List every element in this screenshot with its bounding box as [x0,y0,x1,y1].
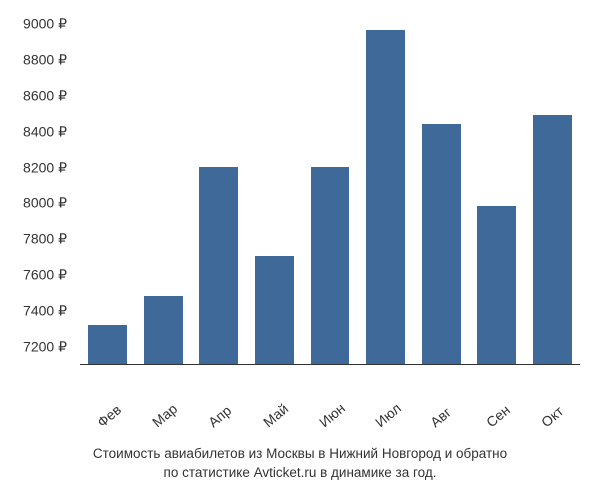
x-tick-label: Июл [372,400,404,431]
x-tick-label: Фев [94,401,124,430]
x-tick-label: Сен [483,402,513,431]
caption-line-2: по статистике Avticket.ru в динамике за … [0,464,600,483]
bar [422,124,461,365]
plot-area [80,15,580,365]
bar [533,115,572,364]
bar [366,30,405,364]
y-tick-label: 8400 ₽ [23,123,67,140]
y-tick-label: 7600 ₽ [23,267,67,284]
y-tick-label: 8200 ₽ [23,159,67,176]
bar [311,167,350,364]
x-tick-label: Апр [205,402,234,430]
y-tick-label: 7800 ₽ [23,231,67,248]
bar [144,296,183,364]
bar [255,256,294,364]
caption-line-1: Стоимость авиабилетов из Москвы в Нижний… [0,445,600,464]
y-tick-label: 7200 ₽ [23,339,67,356]
y-tick-label: 9000 ₽ [23,15,67,32]
bar [199,167,238,364]
x-axis: Фев Мар Апр Май Июн Июл Авг Сен Окт [80,400,580,440]
y-tick-label: 8000 ₽ [23,195,67,212]
bar [88,325,127,364]
y-tick-label: 7400 ₽ [23,303,67,320]
x-tick-label: Июн [316,400,348,430]
y-tick-label: 8600 ₽ [23,87,67,104]
chart-caption: Стоимость авиабилетов из Москвы в Нижний… [0,445,600,483]
y-tick-label: 8800 ₽ [23,51,67,68]
x-tick-label: Авг [427,404,454,430]
x-tick-label: Май [260,400,291,430]
y-axis: 7200 ₽ 7400 ₽ 7600 ₽ 7800 ₽ 8000 ₽ 8200 ₽ 8400… [0,15,75,395]
x-tick-label: Мар [149,400,180,430]
x-tick-label: Окт [538,403,566,430]
bar-chart [80,15,580,395]
bar [477,206,516,364]
